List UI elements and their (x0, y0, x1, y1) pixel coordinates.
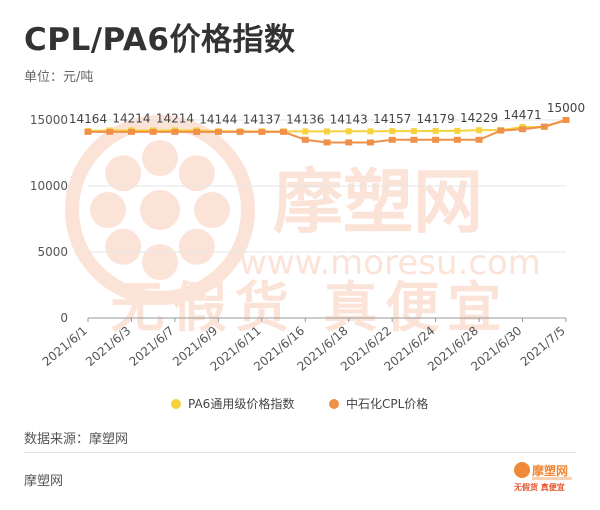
pa6-point (302, 128, 309, 135)
cpl-point (193, 128, 201, 135)
logo-slogan: 无假货 真便宜 (514, 483, 565, 492)
cpl-point (497, 127, 505, 134)
cpl-point (366, 139, 374, 146)
cpl-point (301, 136, 309, 143)
cpl-point (453, 136, 461, 143)
data-label: 14136 (286, 112, 324, 126)
data-label: 14179 (417, 112, 455, 126)
data-label: 14157 (373, 112, 411, 126)
cpl-point (323, 139, 331, 146)
cpl-point (149, 128, 157, 135)
watermark-center (140, 190, 180, 230)
watermark-petal (105, 228, 142, 265)
cpl-point (106, 128, 114, 135)
watermark-url: www.moresu.com (239, 243, 541, 283)
watermark-slogan: 无假货 真便宜 (111, 276, 510, 339)
watermark-petal (194, 192, 230, 228)
cpl-point (214, 128, 222, 135)
watermark-name: 摩塑网 (273, 161, 483, 243)
watermark-petal (90, 192, 126, 228)
cpl-point (345, 139, 353, 146)
data-source: 数据来源：摩塑网 (24, 432, 129, 447)
pa6-point (389, 128, 396, 135)
watermark-petal (105, 155, 142, 192)
pa6-point (410, 128, 417, 135)
watermark-ring (65, 115, 255, 305)
pa6-point (324, 128, 330, 135)
pa6-point (367, 128, 374, 135)
legend: PA6通用级价格指数 中石化CPL价格 (171, 396, 428, 411)
watermark-petal (178, 228, 215, 265)
y-tick-label: 0 (60, 311, 68, 325)
y-tick-label: 5000 (37, 245, 68, 259)
data-label: 15000 (547, 101, 585, 115)
watermark-petal (142, 140, 178, 176)
watermark-petal (178, 155, 215, 192)
cpl-point (432, 136, 440, 143)
x-tick-label: 2021/6/1 (40, 324, 90, 369)
cpl-point (388, 136, 396, 143)
cpl-point (258, 128, 266, 135)
pa6-point (476, 127, 483, 134)
pa6-point (432, 127, 439, 134)
data-label: 14144 (199, 112, 237, 126)
y-tick-label: 10000 (30, 179, 68, 193)
footer-brand: 摩塑网 (24, 474, 64, 489)
logo-name: 摩塑网 (532, 464, 569, 478)
cpl-point (171, 128, 179, 135)
cpl-point (84, 128, 92, 135)
cpl-point (410, 136, 418, 143)
logo-url-line (532, 477, 572, 480)
cpl-point (280, 128, 288, 135)
data-label: 14214 (112, 111, 150, 125)
x-tick-label: 2021/7/5 (518, 324, 568, 369)
pa6-point (454, 127, 461, 134)
data-label: 14137 (243, 112, 281, 126)
legend-label-0: PA6通用级价格指数 (188, 396, 294, 411)
data-label: 14471 (503, 108, 541, 122)
flower-logo-icon (514, 462, 530, 478)
pa6-point (345, 128, 352, 135)
chart-title: CPL/PA6价格指数 (24, 22, 296, 58)
cpl-point (540, 123, 548, 130)
cpl-point (236, 128, 244, 135)
cpl-point (127, 128, 135, 135)
footer-divider (24, 452, 576, 453)
unit-label: 单位：元/吨 (24, 70, 94, 85)
brand-logo: 摩塑网 无假货 真便宜 (514, 462, 574, 496)
cpl-point (475, 136, 483, 143)
data-label: 14229 (460, 111, 498, 125)
legend-label-1: 中石化CPL价格 (346, 396, 428, 411)
data-label: 14164 (69, 112, 107, 126)
data-label: 14214 (156, 111, 194, 125)
legend-marker-0 (171, 399, 181, 409)
y-tick-label: 15000 (30, 113, 68, 127)
watermark-petal (142, 244, 178, 280)
cpl-point (562, 117, 570, 123)
data-label: 14143 (330, 112, 368, 126)
x-tick-label: 2021/6/3 (83, 324, 133, 369)
cpl-point (519, 126, 527, 133)
legend-marker-1 (329, 399, 339, 409)
